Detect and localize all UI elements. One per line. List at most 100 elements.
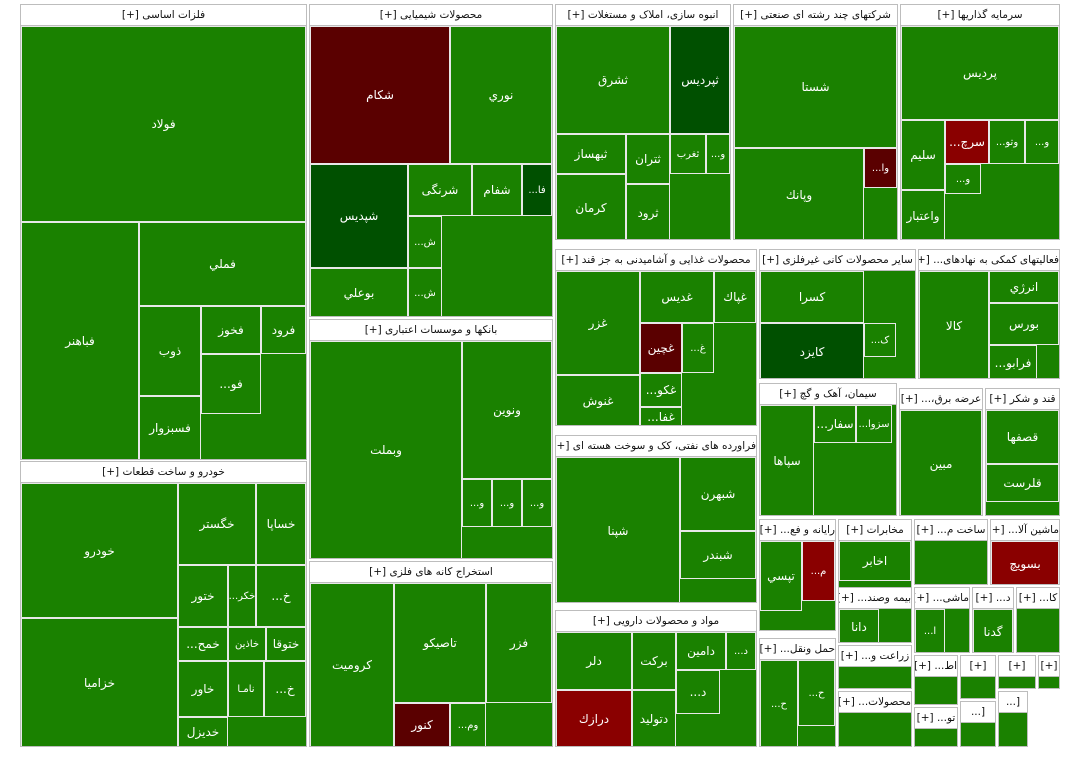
stock-tile[interactable]: بورس [989, 303, 1059, 345]
stock-tile[interactable]: خدیزل [178, 717, 228, 746]
stock-tile[interactable]: کنور [394, 703, 450, 746]
stock-tile[interactable]: ک... [864, 323, 896, 357]
sector-title[interactable]: عرضه برق،... [+] [900, 389, 982, 410]
stock-tile[interactable]: و... [706, 134, 730, 174]
sector-title[interactable]: محصولات شیمیایی [+] [310, 5, 552, 26]
stock-tile[interactable]: دانا [839, 609, 879, 642]
stock-tile[interactable]: قصفها [986, 410, 1059, 464]
sector-box[interactable]: فعالیتهای کمکی به نهادهای... [+] کالا انرژ… [918, 249, 1060, 379]
sector-box[interactable]: شرکتهای چند رشته ای صنعتی [+] شستا وپانك وا… [733, 4, 898, 240]
sector-box[interactable]: بیمه وصند... [+] دانا [838, 587, 912, 643]
stock-tile[interactable]: ثبهساز [556, 134, 626, 174]
stock-tile[interactable]: شکام [310, 26, 450, 164]
sector-box[interactable]: [... [998, 691, 1028, 747]
sector-title[interactable]: بیمه وصند... [+] [839, 588, 911, 609]
sector-title[interactable]: حمل ونقل... [+] [760, 639, 835, 660]
stock-tile[interactable]: خگستر [178, 483, 256, 565]
sector-title[interactable]: [+] [961, 656, 995, 677]
sector-title[interactable]: [+] [1039, 656, 1059, 677]
sector-box[interactable]: فلزات اساسی [+] فولاد فملي فباهنر ذوب فخوز فرو… [20, 4, 307, 460]
stock-tile[interactable]: شستا [734, 26, 897, 148]
stock-tile[interactable]: کرومیت [310, 583, 394, 746]
sector-box[interactable]: [+] [998, 655, 1036, 689]
sector-title[interactable]: ساخت م... [+] [915, 520, 987, 541]
stock-tile[interactable]: وبملت [310, 341, 462, 558]
stock-tile[interactable]: غدیس [640, 271, 714, 323]
stock-tile[interactable]: سلیم [901, 120, 945, 190]
sector-title[interactable]: سیمان، آهک و گچ [+] [760, 384, 896, 405]
sector-title[interactable]: سرمایه گذاریها [+] [901, 5, 1059, 26]
stock-tile[interactable]: فرود [261, 306, 306, 354]
stock-tile[interactable]: برکت [632, 632, 676, 690]
sector-box[interactable]: حمل ونقل... [+] ح... ح... [759, 638, 836, 747]
stock-tile[interactable]: درازك [556, 690, 632, 746]
sector-title[interactable]: [... [961, 702, 995, 723]
sector-title[interactable]: رایانه و فع... [+] [760, 520, 835, 541]
stock-tile[interactable]: وتو... [989, 120, 1025, 164]
sector-box[interactable]: کا... [+] [1016, 587, 1060, 653]
stock-tile[interactable]: ا... [915, 609, 945, 652]
stock-tile[interactable]: و... [945, 164, 981, 194]
sector-title[interactable]: محصولات غذایی و آشامیدنی به جز قند [+] [556, 250, 756, 271]
sector-box[interactable]: سایر محصولات کانی غیرفلزی [+] کسرا کایزد ک.… [759, 249, 916, 379]
stock-tile[interactable]: و... [462, 479, 492, 527]
stock-tile[interactable]: و... [492, 479, 522, 527]
sector-title[interactable]: فراورده های نفتی، کک و سوخت هسته ای [+] [556, 436, 756, 457]
stock-tile[interactable]: غفا... [640, 407, 682, 425]
stock-tile[interactable]: گدنا [973, 609, 1013, 652]
sector-title[interactable]: مواد و محصولات دارویی [+] [556, 611, 756, 632]
stock-tile[interactable]: د... [676, 670, 720, 714]
stock-tile[interactable]: ثغرب [670, 134, 706, 174]
stock-tile[interactable]: فولاد [21, 26, 306, 222]
sector-title[interactable]: فعالیتهای کمکی به نهادهای... [+] [919, 250, 1059, 271]
sector-title[interactable]: شرکتهای چند رشته ای صنعتی [+] [734, 5, 897, 26]
stock-tile[interactable]: د... [726, 632, 756, 670]
stock-tile[interactable]: کرمان [556, 174, 626, 239]
stock-tile[interactable]: ثپردیس [670, 26, 730, 134]
stock-tile[interactable]: انرژي [989, 271, 1059, 303]
stock-tile[interactable]: ثتران [626, 134, 670, 184]
stock-tile[interactable]: ذوب [139, 306, 201, 396]
stock-tile[interactable]: خمح... [178, 627, 228, 661]
sector-box[interactable]: اط... [+] [914, 655, 958, 705]
stock-tile[interactable]: کالا [919, 271, 989, 378]
stock-tile[interactable]: کایزد [760, 323, 864, 378]
sector-title[interactable]: زراعت و... [+] [839, 646, 911, 667]
stock-tile[interactable]: ختور [178, 565, 228, 627]
stock-tile[interactable]: خزامیا [21, 618, 178, 746]
stock-tile[interactable]: فزر [486, 583, 552, 703]
sector-box[interactable]: ماشی... [+] ا... [914, 587, 970, 653]
sector-box[interactable]: رایانه و فع... [+] تپسي م... [759, 519, 836, 631]
stock-tile[interactable]: غچین [640, 323, 682, 373]
stock-tile[interactable]: ح... [798, 660, 835, 726]
stock-tile[interactable]: خكر... [228, 565, 256, 627]
stock-tile[interactable]: نامـا [228, 661, 264, 717]
stock-tile[interactable]: غنوش [556, 375, 640, 425]
sector-box[interactable]: [... [960, 701, 996, 747]
stock-tile[interactable]: خ... [264, 661, 306, 717]
sector-title[interactable]: فلزات اساسی [+] [21, 5, 306, 26]
stock-tile[interactable]: ش... [408, 268, 442, 316]
stock-tile[interactable]: قلرست [986, 464, 1059, 502]
sector-box[interactable]: قند و شکر [+] قصفها قلرست [985, 388, 1060, 516]
stock-tile[interactable]: غکو... [640, 373, 682, 407]
stock-tile[interactable]: سرچ... [945, 120, 989, 164]
stock-tile[interactable]: غ... [682, 323, 714, 373]
sector-box[interactable]: د... [+] گدنا [972, 587, 1014, 653]
stock-tile[interactable]: ثشرق [556, 26, 670, 134]
sector-title[interactable]: خودرو و ساخت قطعات [+] [21, 462, 306, 483]
sector-box[interactable]: محصولات... [+] [838, 691, 912, 747]
sector-title[interactable]: بانکها و موسسات اعتباری [+] [310, 320, 552, 341]
stock-tile[interactable]: فرابو... [989, 345, 1037, 378]
stock-tile[interactable]: دتولید [632, 690, 676, 746]
stock-tile[interactable]: مبین [900, 410, 982, 515]
sector-title[interactable]: د... [+] [973, 588, 1013, 609]
stock-tile[interactable]: پردیس [901, 26, 1059, 120]
stock-tile[interactable]: فو... [201, 354, 261, 414]
stock-tile[interactable]: ح... [760, 660, 798, 746]
sector-title[interactable]: محصولات... [+] [839, 692, 911, 713]
sector-title[interactable]: قند و شکر [+] [986, 389, 1059, 410]
sector-box[interactable]: تو... [+] [914, 707, 958, 747]
stock-tile[interactable]: خساپا [256, 483, 306, 565]
sector-title[interactable]: انبوه سازی، املاک و مستغلات [+] [556, 5, 730, 26]
